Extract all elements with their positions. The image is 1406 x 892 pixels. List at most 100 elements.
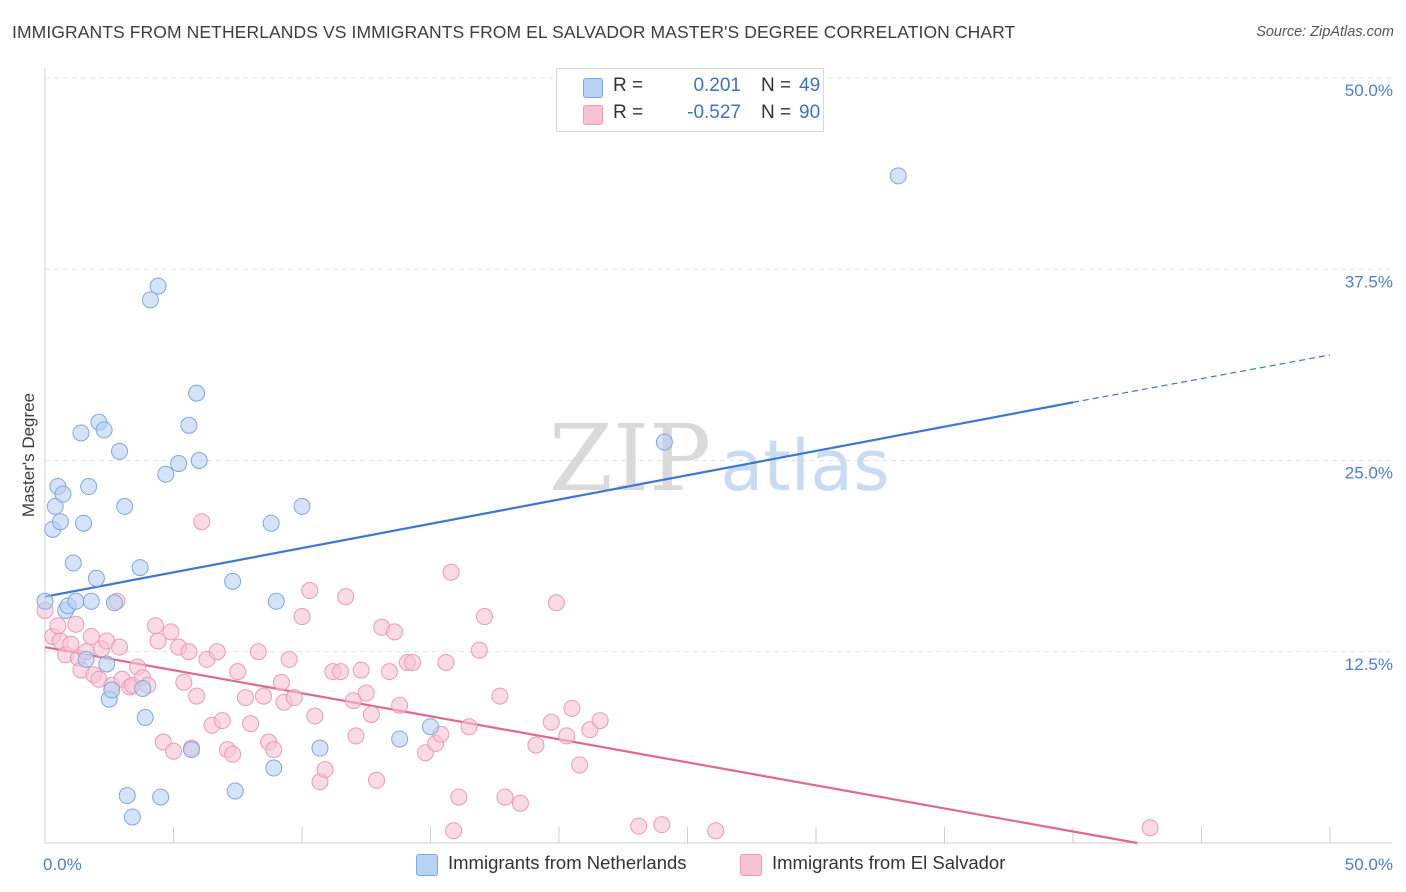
el-salvador-point bbox=[571, 756, 589, 774]
source-credit: Source: ZipAtlas.com bbox=[1256, 24, 1394, 40]
netherlands-point bbox=[131, 559, 149, 577]
netherlands-point bbox=[64, 554, 82, 572]
el-salvador-point bbox=[62, 635, 80, 653]
el-salvador-point bbox=[563, 699, 581, 717]
netherlands-point bbox=[82, 592, 100, 610]
y-axis-label: Master's Degree bbox=[19, 393, 38, 517]
legend-n-label: N = bbox=[761, 75, 792, 96]
netherlands-point bbox=[170, 455, 188, 473]
netherlands-point bbox=[149, 277, 167, 295]
data-points bbox=[36, 167, 1159, 840]
el-salvador-point bbox=[67, 615, 85, 633]
netherlands-point bbox=[80, 478, 98, 496]
bottom-legend-swatch-netherlands bbox=[416, 854, 438, 876]
netherlands-point bbox=[226, 782, 244, 800]
el-salvador-point bbox=[347, 727, 365, 745]
netherlands-point bbox=[103, 681, 121, 699]
netherlands-point bbox=[265, 759, 283, 777]
legend-r-label: R = bbox=[613, 102, 644, 123]
el-salvador-point bbox=[242, 715, 260, 733]
el-salvador-point bbox=[352, 661, 370, 679]
el-salvador-point bbox=[285, 689, 303, 707]
trend-lines bbox=[44, 354, 1331, 845]
netherlands-point bbox=[134, 679, 152, 697]
netherlands-point bbox=[116, 497, 134, 515]
el-salvador-point bbox=[111, 638, 129, 656]
watermark: ZIP atlas bbox=[549, 405, 890, 512]
watermark-zip: ZIP bbox=[549, 405, 711, 512]
netherlands-point bbox=[190, 452, 208, 469]
legend-r-label: R = bbox=[613, 75, 644, 96]
el-salvador-point bbox=[306, 707, 324, 725]
el-salvador-point bbox=[82, 627, 100, 645]
y-tick-label: 25.0% bbox=[1345, 464, 1393, 483]
el-salvador-point bbox=[442, 563, 460, 581]
y-tick-label: 37.5% bbox=[1345, 272, 1393, 291]
el-salvador-point bbox=[149, 632, 167, 650]
el-salvador-point bbox=[542, 713, 560, 731]
stats-legend: R = 0.201 N = 49 R = -0.527 N = 90 bbox=[556, 68, 824, 132]
netherlands-point bbox=[123, 808, 141, 826]
el-salvador-point bbox=[591, 712, 609, 730]
el-salvador-point bbox=[213, 712, 231, 730]
el-salvador-point bbox=[337, 588, 355, 606]
x-tick-label-min: 0.0% bbox=[43, 855, 82, 874]
el-salvador-point bbox=[368, 771, 386, 789]
netherlands-point bbox=[152, 788, 170, 806]
legend-n-label: N = bbox=[761, 102, 792, 123]
x-tick-label-max: 50.0% bbox=[1345, 855, 1393, 874]
netherlands-point bbox=[267, 592, 285, 610]
el-salvador-point bbox=[165, 742, 182, 760]
el-salvador-point bbox=[332, 663, 350, 681]
netherlands-point bbox=[95, 421, 113, 439]
el-salvador-point bbox=[630, 817, 648, 835]
el-salvador-point bbox=[460, 718, 478, 736]
el-salvador-point bbox=[188, 687, 206, 705]
netherlands-point bbox=[889, 167, 907, 185]
el-salvador-point bbox=[175, 673, 193, 691]
el-salvador-point bbox=[511, 794, 529, 812]
el-salvador-point bbox=[527, 736, 545, 754]
legend-n-value: 90 bbox=[799, 102, 821, 123]
y-tick-label: 12.5% bbox=[1345, 655, 1393, 674]
netherlands-point bbox=[77, 650, 95, 668]
trend-line-netherlands-extension bbox=[1072, 354, 1331, 403]
el-salvador-point bbox=[357, 684, 375, 702]
netherlands-point bbox=[75, 514, 93, 532]
el-salvador-point bbox=[265, 741, 283, 759]
legend-n-value: 49 bbox=[799, 75, 821, 96]
el-salvador-point bbox=[386, 623, 404, 641]
el-salvador-point bbox=[162, 623, 180, 641]
el-salvador-point bbox=[224, 745, 242, 763]
netherlands-point bbox=[72, 424, 90, 442]
netherlands-point bbox=[293, 497, 311, 515]
legend-r-value: -0.527 bbox=[687, 102, 741, 123]
el-salvador-point bbox=[293, 608, 311, 626]
trend-line-netherlands bbox=[44, 401, 1074, 598]
legend-swatch-el-salvador bbox=[583, 105, 603, 125]
netherlands-point bbox=[51, 513, 69, 531]
el-salvador-point bbox=[391, 696, 409, 714]
el-salvador-point bbox=[558, 727, 576, 745]
bottom-legend-label-netherlands: Immigrants from Netherlands bbox=[448, 852, 687, 873]
el-salvador-point bbox=[316, 761, 334, 779]
el-salvador-point bbox=[254, 687, 272, 705]
netherlands-point bbox=[422, 718, 439, 736]
netherlands-point bbox=[224, 572, 242, 590]
el-salvador-point bbox=[1141, 819, 1159, 837]
netherlands-point bbox=[36, 592, 54, 610]
el-salvador-point bbox=[236, 689, 254, 707]
netherlands-point bbox=[188, 384, 206, 402]
el-salvador-point bbox=[437, 653, 455, 671]
el-salvador-point bbox=[208, 643, 226, 661]
tick-labels: 12.5% 25.0% 37.5% 50.0% 0.0% 50.0% bbox=[43, 81, 1393, 874]
netherlands-point bbox=[46, 497, 64, 515]
legend-r-value: 0.201 bbox=[693, 75, 741, 96]
el-salvador-point bbox=[301, 582, 319, 600]
netherlands-point bbox=[182, 741, 200, 759]
el-salvador-point bbox=[707, 822, 725, 840]
el-salvador-point bbox=[272, 673, 290, 691]
el-salvador-point bbox=[470, 641, 488, 659]
netherlands-point bbox=[105, 594, 123, 612]
